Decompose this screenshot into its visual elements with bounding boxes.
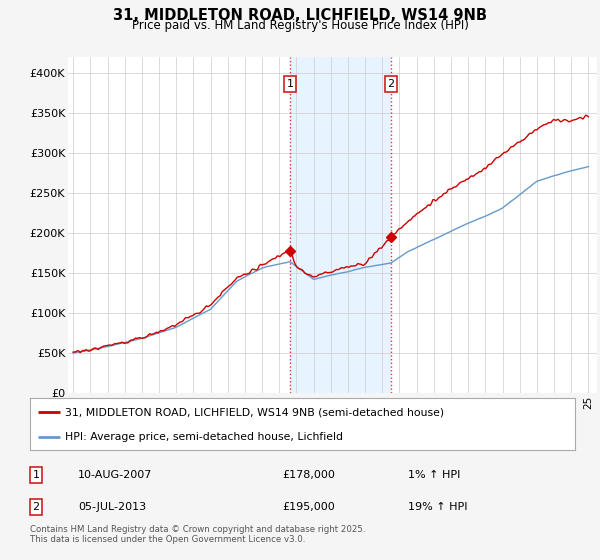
- Text: 1: 1: [286, 79, 293, 89]
- Bar: [290, 57, 391, 393]
- Text: 31, MIDDLETON ROAD, LICHFIELD, WS14 9NB (semi-detached house): 31, MIDDLETON ROAD, LICHFIELD, WS14 9NB …: [65, 407, 445, 417]
- Text: 2: 2: [388, 79, 395, 89]
- Text: 05-JUL-2013: 05-JUL-2013: [78, 502, 146, 512]
- Text: 2: 2: [32, 502, 40, 512]
- Text: HPI: Average price, semi-detached house, Lichfield: HPI: Average price, semi-detached house,…: [65, 432, 343, 442]
- Text: Price paid vs. HM Land Registry's House Price Index (HPI): Price paid vs. HM Land Registry's House …: [131, 19, 469, 32]
- Text: £195,000: £195,000: [282, 502, 335, 512]
- Text: Contains HM Land Registry data © Crown copyright and database right 2025.
This d: Contains HM Land Registry data © Crown c…: [30, 525, 365, 544]
- Text: 1: 1: [32, 470, 40, 480]
- Text: 31, MIDDLETON ROAD, LICHFIELD, WS14 9NB: 31, MIDDLETON ROAD, LICHFIELD, WS14 9NB: [113, 8, 487, 24]
- Text: 10-AUG-2007: 10-AUG-2007: [78, 470, 152, 480]
- Text: £178,000: £178,000: [282, 470, 335, 480]
- Text: 1% ↑ HPI: 1% ↑ HPI: [408, 470, 460, 480]
- Text: 19% ↑ HPI: 19% ↑ HPI: [408, 502, 467, 512]
